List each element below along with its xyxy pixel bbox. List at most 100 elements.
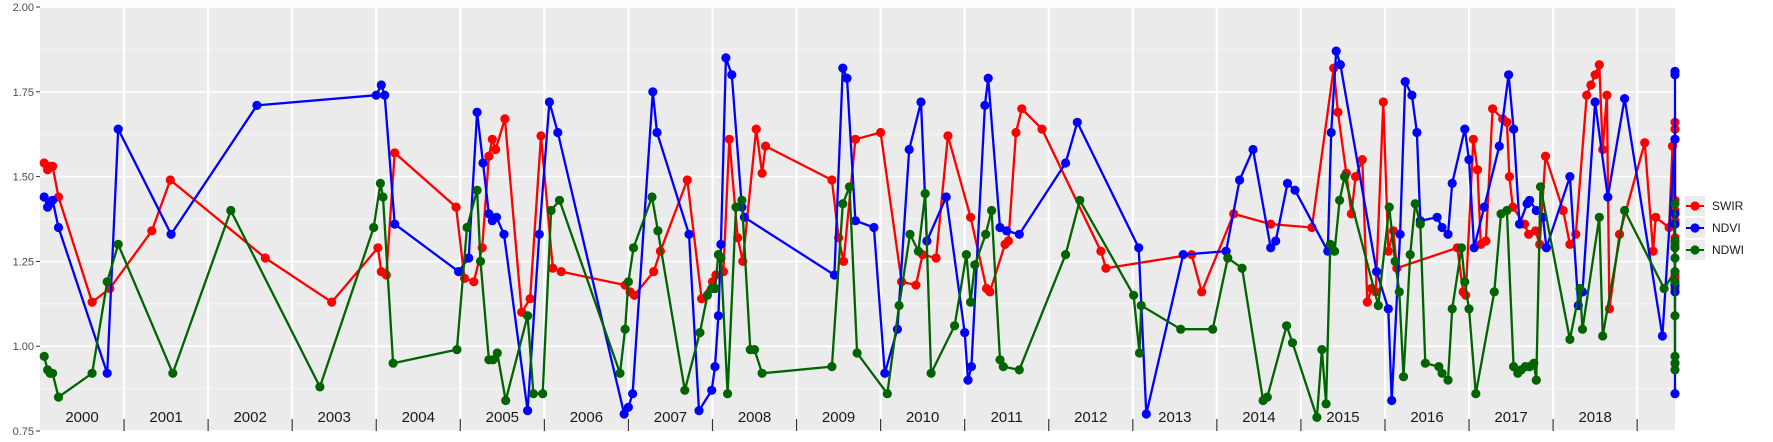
ndwi-point [39,351,49,361]
ndvi-point [869,222,879,233]
ndvi-point [1670,389,1680,399]
swir-point [629,290,639,300]
swir-point [751,124,761,134]
swir-point [548,263,558,273]
swir-point [1481,236,1491,246]
ndvi-point [1514,219,1525,229]
ndwi-point [554,195,565,205]
swir-point [1594,60,1604,70]
swir-point [469,277,479,287]
ndvi-point [166,229,176,239]
ndwi-point [1670,365,1680,375]
y-tick-label: 2.00 [13,2,34,14]
ndwi-point [1415,219,1425,229]
swir-point [1037,124,1047,134]
ndwi-point [757,368,767,378]
swir-point [491,144,501,155]
ndwi-point [1410,199,1420,209]
swir-point [1602,90,1612,100]
swir-point [724,134,734,144]
ndwi-point [1464,304,1474,314]
swir-point [525,294,535,304]
ndvi-point [941,192,951,202]
ndwi-point [1594,212,1604,222]
ndwi-point [1325,239,1335,249]
ndvi-point [523,406,533,416]
ndvi-point [1670,134,1680,144]
ndvi-point [1002,226,1012,236]
year-label: 2014 [1242,409,1275,426]
ndwi-point [716,253,726,263]
ndwi-point [998,362,1008,372]
ndwi-point [1075,195,1085,205]
swir-point [484,151,494,161]
ndwi-point [48,368,58,378]
ndwi-point [970,260,980,270]
swir-point [1565,239,1575,249]
ndwi-point [1129,290,1139,300]
swir-point [931,253,941,263]
ndwi-point [827,362,837,372]
swir-point [1378,97,1388,107]
year-label: 2006 [570,409,603,426]
swir-point [556,267,566,277]
ndvi-point [1494,141,1504,151]
ndvi-point [619,409,629,419]
year-label: 2002 [233,409,266,426]
ndwi-point [1312,412,1322,422]
year-label: 2011 [991,409,1023,426]
year-label: 2016 [1410,409,1443,426]
ndwi-point [53,392,64,402]
ndvi-point [842,73,852,83]
ndwi-point [987,205,997,216]
ndvi-point [1387,395,1397,406]
swir-point [943,131,953,141]
ndwi-point [102,277,112,287]
ndvi-point [1479,202,1489,212]
ndvi-point [707,385,717,395]
ndvi-point [478,158,488,168]
legend-item-ndvi: NDVI [1685,218,1741,238]
ndwi-point [905,229,915,239]
swir-point [1530,226,1541,236]
ndwi-point [1502,205,1512,216]
ndwi-point [882,389,892,399]
ndvi-point [710,362,720,372]
swir-point [827,175,837,185]
ndvi-point [623,402,634,412]
swir-point [373,243,383,253]
ndwi-point [1456,243,1467,253]
swir-point [1524,229,1534,239]
ndvi-point [1271,236,1281,246]
ndwi-point [749,345,760,355]
swir-point [1101,263,1111,273]
legend-label: SWIR [1712,199,1744,213]
ndvi-point [829,270,840,280]
ndwi-point [920,189,930,199]
ndvi-point [684,229,694,239]
swir-point [147,226,157,236]
ndwi-point [472,185,482,195]
ndvi-point [1248,144,1258,155]
ndvi-point [904,144,914,155]
ndwi-point [1223,253,1233,263]
ndvi-point [454,267,464,277]
swir-point [165,175,175,185]
ndvi-point [380,90,390,100]
ndvi-point [1383,304,1393,314]
ndvi-point [1460,124,1470,134]
ndvi-point [648,87,658,97]
swir-point [1096,246,1106,256]
swir-point [966,212,976,222]
ndwi-point [1670,311,1680,321]
year-label: 2004 [402,409,435,426]
ndwi-point [492,348,502,358]
ndvi-point [966,362,977,372]
ndvi-point [1372,267,1382,277]
y-tick-label: 1.25 [13,256,34,268]
swir-point [1266,219,1276,229]
ndwi-point [462,222,472,233]
year-label: 2017 [1494,409,1527,426]
ndwi-point [538,389,548,399]
